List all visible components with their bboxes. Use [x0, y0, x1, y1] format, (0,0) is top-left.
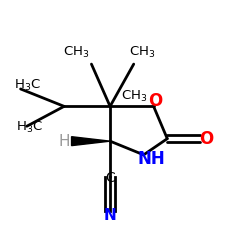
Text: CH$_3$: CH$_3$ — [63, 45, 90, 60]
Text: H$_3$C: H$_3$C — [14, 78, 41, 93]
Text: O: O — [199, 130, 213, 148]
Text: CH$_3$: CH$_3$ — [121, 89, 148, 104]
Polygon shape — [72, 137, 110, 146]
Text: NH: NH — [137, 150, 165, 168]
Text: CH$_3$: CH$_3$ — [129, 45, 155, 60]
Text: O: O — [148, 92, 162, 110]
Text: H$_3$C: H$_3$C — [16, 120, 43, 135]
Text: C: C — [105, 172, 115, 185]
Text: N: N — [104, 208, 117, 223]
Text: H: H — [58, 134, 70, 149]
